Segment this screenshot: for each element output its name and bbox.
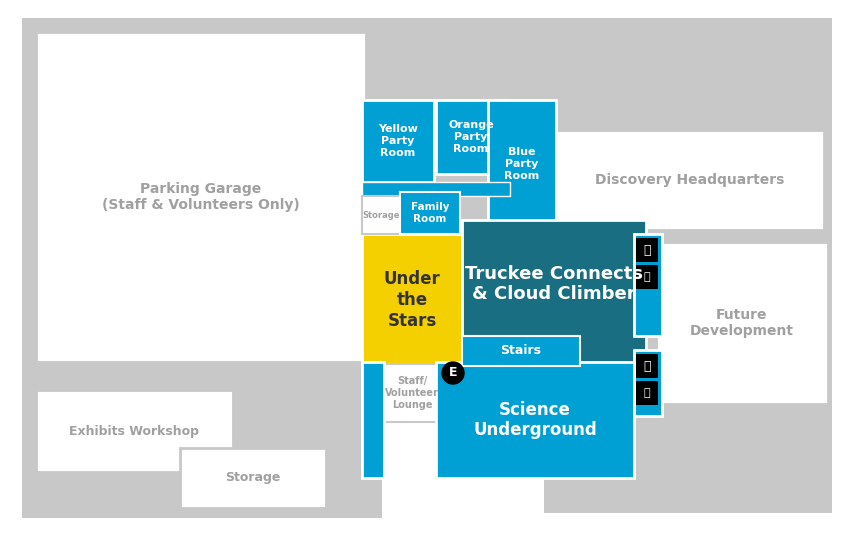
FancyBboxPatch shape — [362, 362, 384, 478]
FancyBboxPatch shape — [636, 265, 658, 289]
Text: E: E — [449, 366, 457, 380]
FancyBboxPatch shape — [462, 336, 580, 366]
FancyBboxPatch shape — [400, 192, 460, 234]
FancyBboxPatch shape — [462, 220, 646, 372]
FancyBboxPatch shape — [656, 242, 828, 404]
Text: 🚺: 🚺 — [643, 359, 651, 373]
Text: 🚼: 🚼 — [643, 388, 650, 398]
FancyBboxPatch shape — [556, 130, 824, 230]
Text: Storage: Storage — [362, 211, 399, 220]
FancyBboxPatch shape — [436, 100, 506, 174]
FancyBboxPatch shape — [36, 390, 233, 472]
Text: 🚼: 🚼 — [643, 272, 650, 282]
FancyBboxPatch shape — [544, 233, 832, 513]
Text: Blue
Party
Room: Blue Party Room — [504, 147, 540, 180]
Text: Yellow
Party
Room: Yellow Party Room — [378, 125, 418, 157]
FancyBboxPatch shape — [634, 234, 662, 336]
Text: Family
Room: Family Room — [411, 202, 450, 224]
FancyBboxPatch shape — [636, 354, 658, 378]
FancyBboxPatch shape — [634, 350, 662, 416]
Text: Parking Garage
(Staff & Volunteers Only): Parking Garage (Staff & Volunteers Only) — [102, 182, 300, 212]
Text: Stairs: Stairs — [501, 345, 541, 358]
Text: Under
the
Stars: Under the Stars — [383, 270, 440, 330]
Text: Future
Development: Future Development — [690, 308, 794, 338]
Text: Exhibits Workshop: Exhibits Workshop — [69, 425, 199, 438]
FancyBboxPatch shape — [636, 238, 658, 262]
FancyBboxPatch shape — [362, 364, 462, 422]
Text: Staff/
Volunteer
Lounge: Staff/ Volunteer Lounge — [385, 376, 439, 410]
Text: Truckee Connects
& Cloud Climber: Truckee Connects & Cloud Climber — [465, 265, 643, 303]
FancyBboxPatch shape — [362, 196, 400, 234]
FancyBboxPatch shape — [22, 18, 382, 518]
FancyBboxPatch shape — [362, 182, 510, 196]
FancyBboxPatch shape — [436, 362, 634, 478]
Text: Storage: Storage — [225, 471, 280, 484]
Text: Science
Underground: Science Underground — [473, 401, 597, 439]
FancyBboxPatch shape — [362, 100, 434, 182]
Text: Orange
Party
Room: Orange Party Room — [448, 120, 494, 154]
FancyBboxPatch shape — [636, 381, 658, 405]
Text: 🚹: 🚹 — [643, 243, 651, 257]
Text: Discovery Headquarters: Discovery Headquarters — [595, 173, 785, 187]
FancyBboxPatch shape — [362, 234, 462, 366]
Circle shape — [442, 362, 464, 384]
FancyBboxPatch shape — [36, 32, 366, 362]
FancyBboxPatch shape — [382, 18, 832, 233]
FancyBboxPatch shape — [488, 100, 556, 228]
FancyBboxPatch shape — [180, 448, 326, 508]
